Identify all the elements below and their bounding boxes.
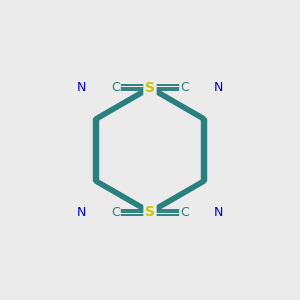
Text: C: C (180, 206, 189, 219)
Text: N: N (214, 81, 223, 94)
Text: C: C (111, 206, 120, 219)
Text: N: N (77, 206, 86, 219)
Text: N: N (77, 81, 86, 94)
Text: S: S (145, 205, 155, 219)
Text: C: C (180, 81, 189, 94)
Text: N: N (214, 206, 223, 219)
Text: C: C (111, 81, 120, 94)
Text: S: S (145, 81, 155, 95)
